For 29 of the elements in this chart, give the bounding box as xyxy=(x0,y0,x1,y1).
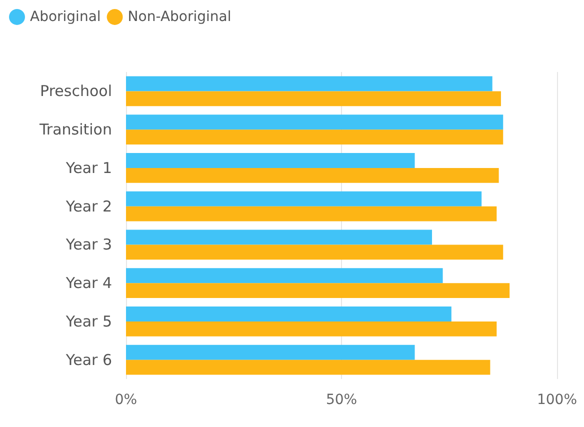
y-tick-label: Preschool xyxy=(40,82,112,100)
x-tick-label: 100% xyxy=(536,392,578,408)
bar xyxy=(126,283,510,298)
y-tick-label: Transition xyxy=(38,120,112,139)
y-tick-label: Year 3 xyxy=(64,236,112,254)
bar xyxy=(126,360,490,375)
bar xyxy=(126,152,415,168)
x-tick-label: 50% xyxy=(326,392,358,408)
bar xyxy=(126,321,497,336)
y-tick-label: Year 1 xyxy=(64,158,112,177)
legend-label: Aboriginal xyxy=(30,9,101,25)
bar xyxy=(126,191,482,206)
bar xyxy=(126,230,432,245)
y-tick-label: Year 4 xyxy=(64,274,112,292)
bar xyxy=(126,91,501,106)
bar xyxy=(126,114,504,130)
bar xyxy=(126,130,504,145)
bar xyxy=(126,76,492,92)
bar xyxy=(126,168,499,183)
x-tick-label: 0% xyxy=(114,392,138,408)
bar xyxy=(126,244,504,260)
bar xyxy=(126,306,452,322)
bar xyxy=(126,344,415,360)
y-tick-label: Year 5 xyxy=(64,312,112,330)
bar xyxy=(126,268,443,284)
bar xyxy=(126,206,497,222)
legend-label: Non-Aboriginal xyxy=(128,9,232,25)
y-tick-label: Year 6 xyxy=(64,350,112,369)
y-tick-label: Year 2 xyxy=(64,197,112,216)
